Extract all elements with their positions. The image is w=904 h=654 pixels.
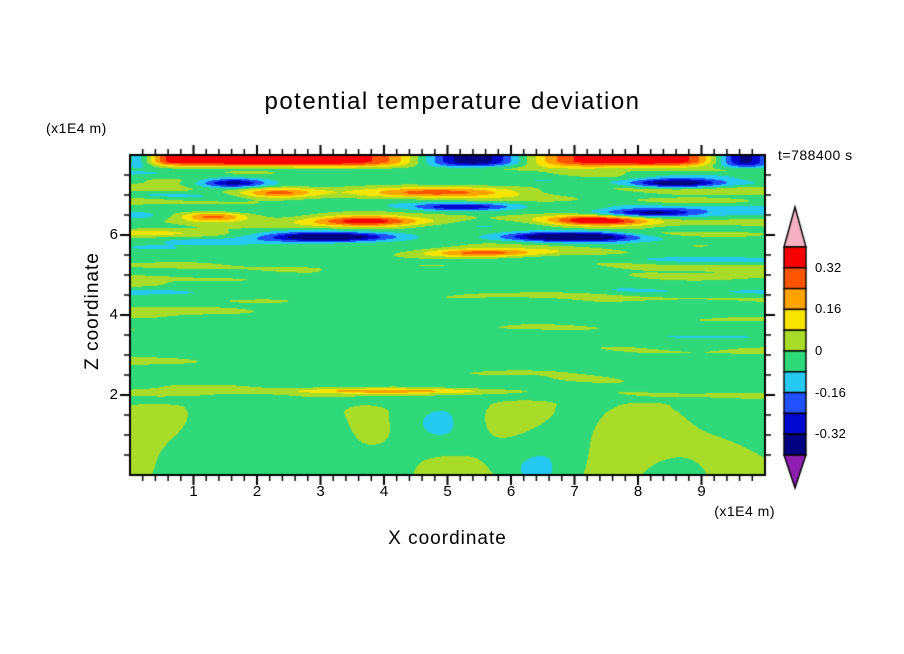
x-tick-label: 8	[633, 483, 643, 500]
x-tick-label: 7	[570, 483, 579, 500]
chart-title: potential temperature deviation	[264, 88, 641, 115]
colorbar-tick-label: 0.16	[815, 301, 842, 317]
x-tick-label: 3	[316, 483, 325, 500]
x-tick-label: 9	[697, 483, 706, 500]
x-tick-label: 6	[506, 483, 516, 500]
z-tick-label: 4	[109, 306, 118, 323]
timestamp-label: t=788400 s	[778, 147, 853, 163]
x-tick-label: 2	[252, 483, 262, 500]
colorbar-tick-label: 0.32	[815, 259, 842, 275]
z-axis-unit-label: (x1E4 m)	[46, 120, 107, 136]
colorbar-tick-label: 0	[815, 343, 823, 358]
x-axis-title: X coordinate	[388, 528, 507, 549]
x-axis-unit-label: (x1E4 m)	[714, 503, 775, 519]
z-tick-label: 6	[109, 226, 118, 243]
x-tick-label: 5	[443, 483, 452, 500]
z-tick-label: 2	[109, 386, 118, 403]
x-tick-label: 1	[189, 483, 198, 500]
colorbar-tick-label: -0.16	[815, 384, 847, 400]
colorbar-tick-label: -0.32	[815, 426, 847, 442]
x-tick-label: 4	[379, 483, 389, 500]
